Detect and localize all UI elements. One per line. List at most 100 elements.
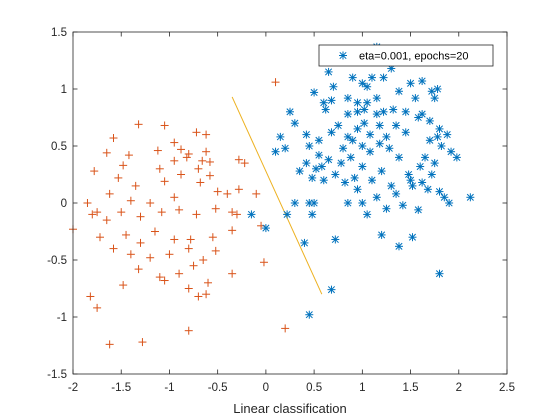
plus-point <box>186 235 195 244</box>
star-point <box>339 144 348 153</box>
star-point <box>358 79 367 88</box>
plus-point <box>189 261 198 270</box>
star-point <box>350 173 359 182</box>
plus-point <box>153 146 162 155</box>
plus-point <box>136 238 145 247</box>
x-tick-label: 1.5 <box>403 382 419 394</box>
plus-point <box>160 177 169 186</box>
star-point <box>437 142 446 150</box>
plus-point <box>117 208 126 217</box>
star-point <box>452 153 461 162</box>
star-point <box>379 73 388 82</box>
star-point <box>363 98 372 107</box>
plus-point <box>109 134 118 143</box>
plus-point <box>105 189 114 198</box>
star-point <box>445 199 454 207</box>
plus-point <box>175 269 184 278</box>
star-point <box>300 238 309 247</box>
x-tick-label: 1 <box>359 382 365 394</box>
plus-point <box>146 253 155 262</box>
y-tick-label: 0.5 <box>51 141 67 153</box>
star-point <box>327 285 336 294</box>
star-point <box>406 79 415 88</box>
plus-point <box>119 161 128 170</box>
plus-point <box>105 340 114 349</box>
x-tick-label: 2.5 <box>499 382 515 394</box>
plus-point <box>124 151 133 160</box>
star-point <box>385 144 394 153</box>
plus-point <box>146 199 155 207</box>
star-point <box>372 94 381 103</box>
star-point <box>321 105 330 114</box>
star-point <box>382 204 391 213</box>
star-point <box>372 110 381 119</box>
star-point <box>353 98 362 107</box>
star-point <box>343 199 352 207</box>
star-point <box>324 155 333 164</box>
star-point <box>433 132 442 141</box>
y-tick-label: -0.5 <box>47 255 67 267</box>
star-point <box>343 132 352 141</box>
star-point <box>353 185 362 194</box>
plus-point <box>204 278 213 287</box>
y-tick-label: 1.5 <box>51 27 67 39</box>
x-tick-label: -0.5 <box>208 382 228 394</box>
y-tick-label: -1 <box>57 312 67 324</box>
star-point <box>360 105 369 114</box>
star-point <box>290 119 299 128</box>
star-point <box>327 96 336 105</box>
star-point <box>310 199 319 207</box>
star-point <box>331 170 340 179</box>
star-point <box>414 113 423 122</box>
star-point <box>271 147 280 156</box>
star-point <box>367 176 376 185</box>
plus-point <box>88 210 97 219</box>
star-point <box>443 130 452 139</box>
plus-point <box>177 170 186 179</box>
plus-point <box>155 164 164 173</box>
star-point <box>435 187 444 196</box>
plus-point <box>102 148 111 157</box>
plus-point <box>234 155 243 164</box>
star-point <box>425 116 434 125</box>
ticks-layer: -2 -1.5 -1 -0.5 0 0.5 1 1.5 2 2.5-1.5-1-0.500.511… <box>47 27 515 394</box>
plus-point <box>199 256 208 264</box>
star-point <box>308 173 317 182</box>
star-point <box>418 77 427 86</box>
plus-point <box>138 338 147 347</box>
star-point <box>377 167 386 176</box>
star-point <box>398 201 407 210</box>
star-point <box>423 185 432 194</box>
star-point <box>317 162 326 171</box>
plus-point <box>170 138 179 147</box>
star-point <box>363 210 372 219</box>
star-point <box>435 124 444 133</box>
star-point <box>394 153 403 162</box>
plus-point <box>192 128 201 137</box>
plus-point <box>109 244 118 253</box>
plus-point <box>205 157 214 166</box>
star-point <box>283 210 292 219</box>
star-point <box>366 130 375 139</box>
star-point <box>329 82 338 91</box>
star-point <box>305 310 314 319</box>
plus-point <box>213 187 222 196</box>
star-point <box>308 210 317 219</box>
star-point <box>392 121 401 130</box>
star-point <box>302 159 311 168</box>
star-point <box>343 94 352 103</box>
star-point <box>290 199 299 207</box>
plus-point <box>196 178 205 187</box>
star-point <box>433 85 442 93</box>
star-point <box>337 159 346 168</box>
plus-point <box>202 290 211 299</box>
plus-point <box>96 233 105 242</box>
star-point <box>331 235 340 244</box>
star-point <box>343 110 352 119</box>
plus-point <box>86 292 95 301</box>
star-point <box>406 176 415 185</box>
plus-point <box>184 284 193 293</box>
x-tick-label: 2 <box>456 382 462 394</box>
